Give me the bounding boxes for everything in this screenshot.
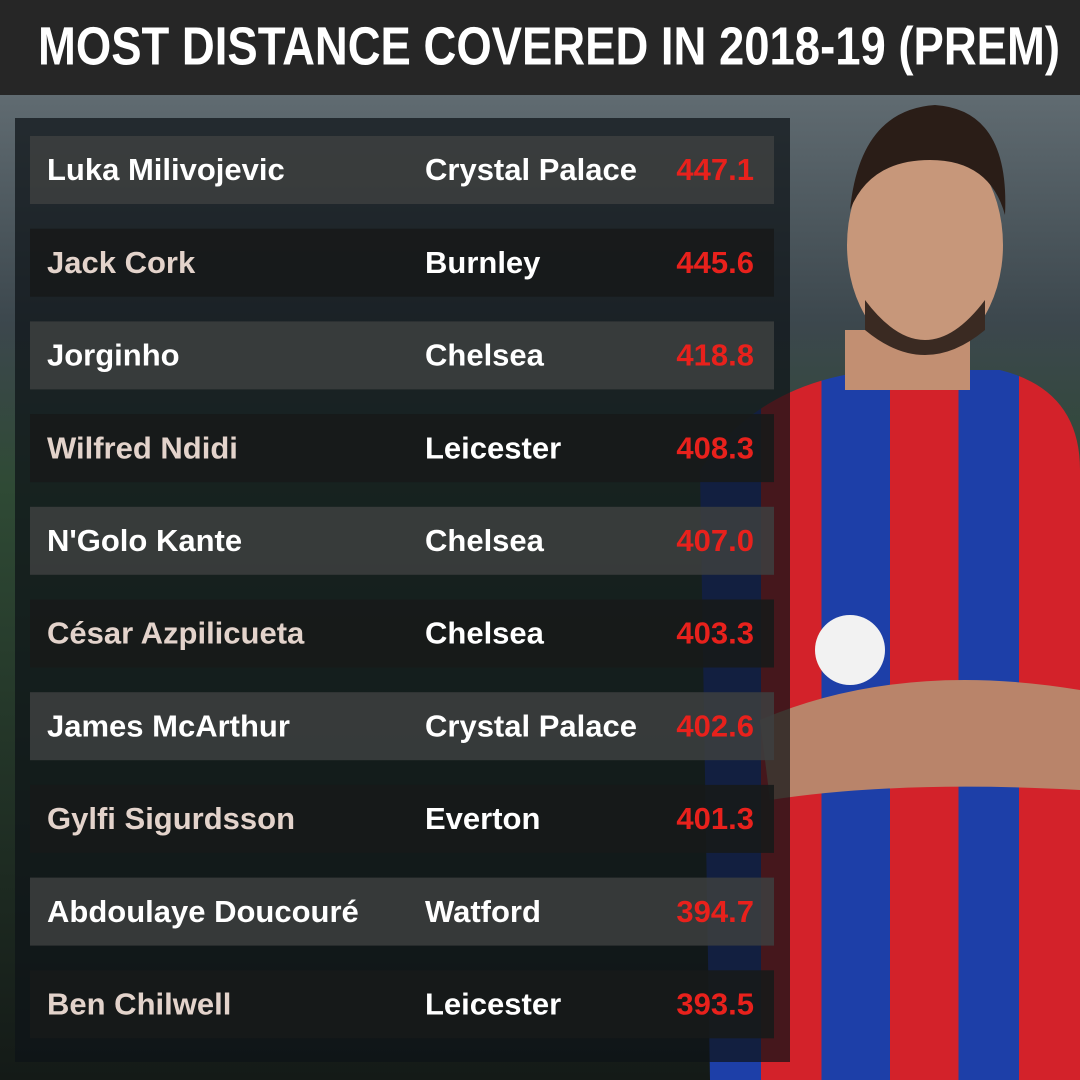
- distance-value: 418.8: [676, 338, 754, 373]
- club-name: Crystal Palace: [425, 708, 637, 743]
- player-name: N'Golo Kante: [47, 523, 242, 558]
- player-name: Ben Chilwell: [47, 986, 231, 1021]
- distance-value: 394.7: [676, 894, 754, 929]
- player-name: Jorginho: [47, 338, 180, 373]
- player-name: Jack Cork: [47, 245, 196, 280]
- table-row: [30, 321, 774, 390]
- club-name: Crystal Palace: [425, 152, 637, 187]
- distance-value: 408.3: [676, 430, 754, 465]
- distance-value: 401.3: [676, 801, 754, 836]
- table-row: [30, 414, 774, 483]
- table-row: [30, 970, 774, 1039]
- club-name: Chelsea: [425, 338, 545, 373]
- club-name: Everton: [425, 801, 540, 836]
- distance-value: 393.5: [676, 986, 754, 1021]
- table-row: [30, 136, 774, 204]
- table-row: [30, 228, 774, 297]
- player-name: Wilfred Ndidi: [47, 430, 238, 465]
- table-row: [30, 599, 774, 668]
- distance-value: 445.6: [676, 245, 754, 280]
- distance-value: 407.0: [676, 523, 754, 558]
- club-name: Leicester: [425, 986, 561, 1021]
- player-name: César Azpilicueta: [47, 616, 305, 651]
- table-row: [30, 877, 774, 946]
- title-bar: [0, 0, 1080, 95]
- table-row: [30, 784, 774, 853]
- distance-value: 447.1: [676, 152, 754, 187]
- club-name: Chelsea: [425, 616, 545, 651]
- player-name: James McArthur: [47, 708, 290, 743]
- distance-value: 402.6: [676, 708, 754, 743]
- table: Luka Milivojevic Crystal Palace 447.1 Jack …: [30, 136, 774, 1039]
- player-name: Gylfi Sigurdsson: [47, 801, 295, 836]
- distance-value: 403.3: [676, 616, 754, 651]
- title: MOST DISTANCE COVERED IN 2018-19 (PREM): [38, 16, 1060, 76]
- club-name: Burnley: [425, 245, 541, 280]
- player-name: Luka Milivojevic: [47, 152, 285, 187]
- player-photo: [700, 105, 1080, 1080]
- club-name: Watford: [425, 894, 541, 929]
- club-name: Chelsea: [425, 523, 545, 558]
- table-row: [30, 506, 774, 575]
- club-name: Leicester: [425, 430, 561, 465]
- table-row: [30, 692, 774, 761]
- player-name: Abdoulaye Doucouré: [47, 894, 359, 929]
